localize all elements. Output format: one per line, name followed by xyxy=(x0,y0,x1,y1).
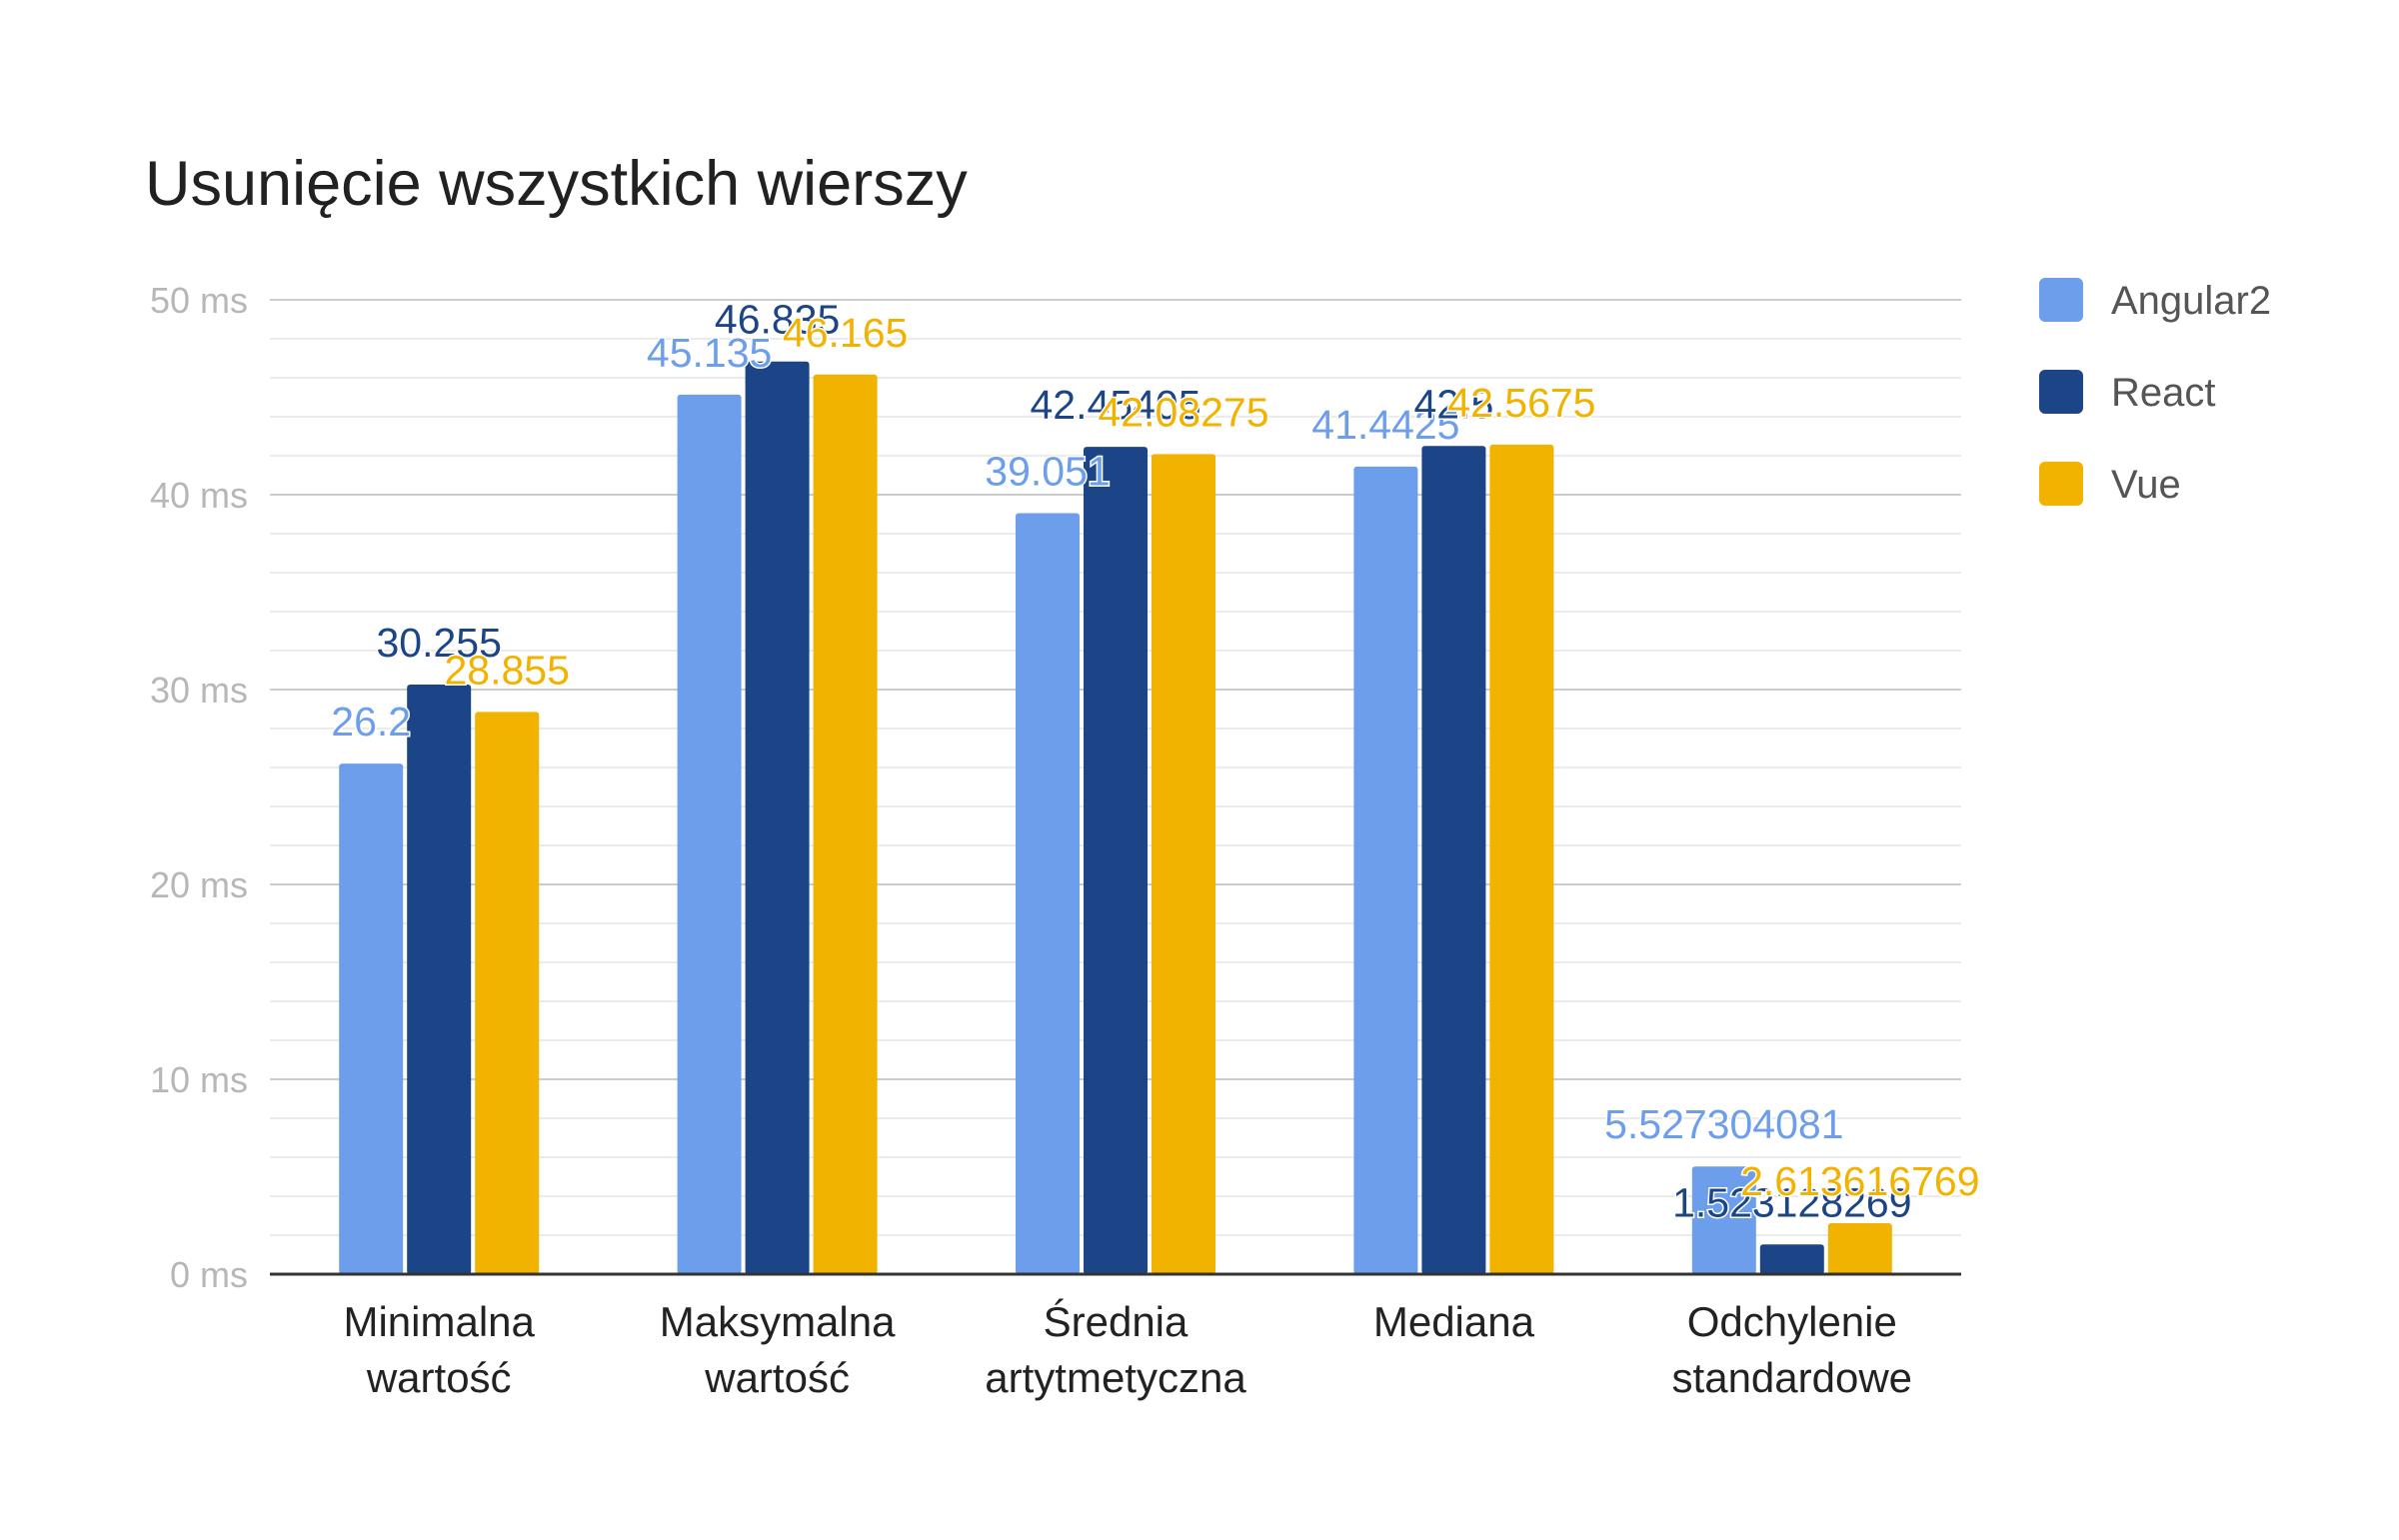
data-label-react: 42.45405 xyxy=(1030,382,1200,428)
legend-swatch-react xyxy=(2039,370,2083,414)
y-axis-ticks: 0 ms 10 ms 20 ms 30 ms 40 ms 50 ms xyxy=(150,280,248,1295)
x-axis-ticks: Minimalna wartość Maksymalna wartość Średnia… xyxy=(343,1297,1912,1401)
x-tick-label: wartość xyxy=(366,1354,512,1401)
x-tick-label: wartość xyxy=(704,1354,850,1401)
bar-angular2-2 xyxy=(1016,513,1080,1274)
legend-swatch-vue xyxy=(2039,462,2083,506)
data-label-vue: 42.5675 xyxy=(1447,380,1595,426)
data-label-angular2: 41.4425 xyxy=(1311,402,1459,448)
data-label-vue: 2.613616769 xyxy=(1740,1158,1979,1204)
bar-react-3 xyxy=(1421,446,1486,1274)
bar-vue-4 xyxy=(1827,1223,1892,1274)
bar-react-2 xyxy=(1084,447,1148,1275)
bar-vue-0 xyxy=(475,712,540,1274)
legend-swatch-angular2 xyxy=(2039,278,2083,322)
y-tick-label: 40 ms xyxy=(150,475,248,516)
data-label-angular2: 26.2 xyxy=(331,699,411,745)
x-tick-label: artytmetyczna xyxy=(985,1354,1246,1401)
legend: Angular2 React Vue xyxy=(2039,278,2271,507)
legend-label-vue: Vue xyxy=(2111,463,2181,507)
y-tick-label: 20 ms xyxy=(150,864,248,905)
y-tick-label: 30 ms xyxy=(150,670,248,711)
bar-vue-3 xyxy=(1489,444,1554,1275)
data-label-vue: 42.08275 xyxy=(1098,389,1268,435)
data-label-angular2: 45.135 xyxy=(647,330,772,376)
x-tick-label: Mediana xyxy=(1373,1298,1535,1345)
bar-vue-1 xyxy=(813,374,878,1275)
x-tick-label: Odchylenie xyxy=(1687,1298,1897,1345)
x-tick-label: standardowe xyxy=(1672,1354,1913,1401)
bar-react-1 xyxy=(745,361,810,1274)
x-tick-label: Minimalna xyxy=(343,1298,535,1345)
data-label-react: 30.255 xyxy=(376,620,501,666)
bar-angular2-3 xyxy=(1353,466,1418,1275)
data-label-vue: 46.165 xyxy=(783,310,908,356)
legend-label-react: React xyxy=(2111,371,2216,415)
x-tick-label: Maksymalna xyxy=(660,1298,896,1345)
data-label-angular2: 5.527304081 xyxy=(1604,1101,1843,1147)
x-tick-label: Średnia xyxy=(1044,1297,1189,1345)
y-tick-label: 0 ms xyxy=(170,1254,248,1295)
data-label-react: 46.835 xyxy=(715,297,840,343)
data-label-react: 1.523128269 xyxy=(1672,1179,1911,1225)
bar-angular2-0 xyxy=(339,764,404,1274)
chart-title: Usunięcie wszystkich wierszy xyxy=(145,149,968,219)
bar-angular2-4 xyxy=(1691,1166,1756,1274)
legend-label-angular2: Angular2 xyxy=(2111,279,2271,323)
data-label-react: 42.5 xyxy=(1413,381,1493,427)
bar-vue-2 xyxy=(1152,454,1215,1275)
data-label-vue: 28.855 xyxy=(444,647,569,693)
bars xyxy=(339,361,1892,1275)
y-tick-label: 10 ms xyxy=(150,1059,248,1100)
bar-react-4 xyxy=(1759,1244,1824,1274)
y-tick-label: 50 ms xyxy=(150,280,248,321)
bar-react-0 xyxy=(407,685,472,1274)
data-label-angular2: 39.051 xyxy=(985,449,1110,495)
bar-angular2-1 xyxy=(677,394,742,1274)
